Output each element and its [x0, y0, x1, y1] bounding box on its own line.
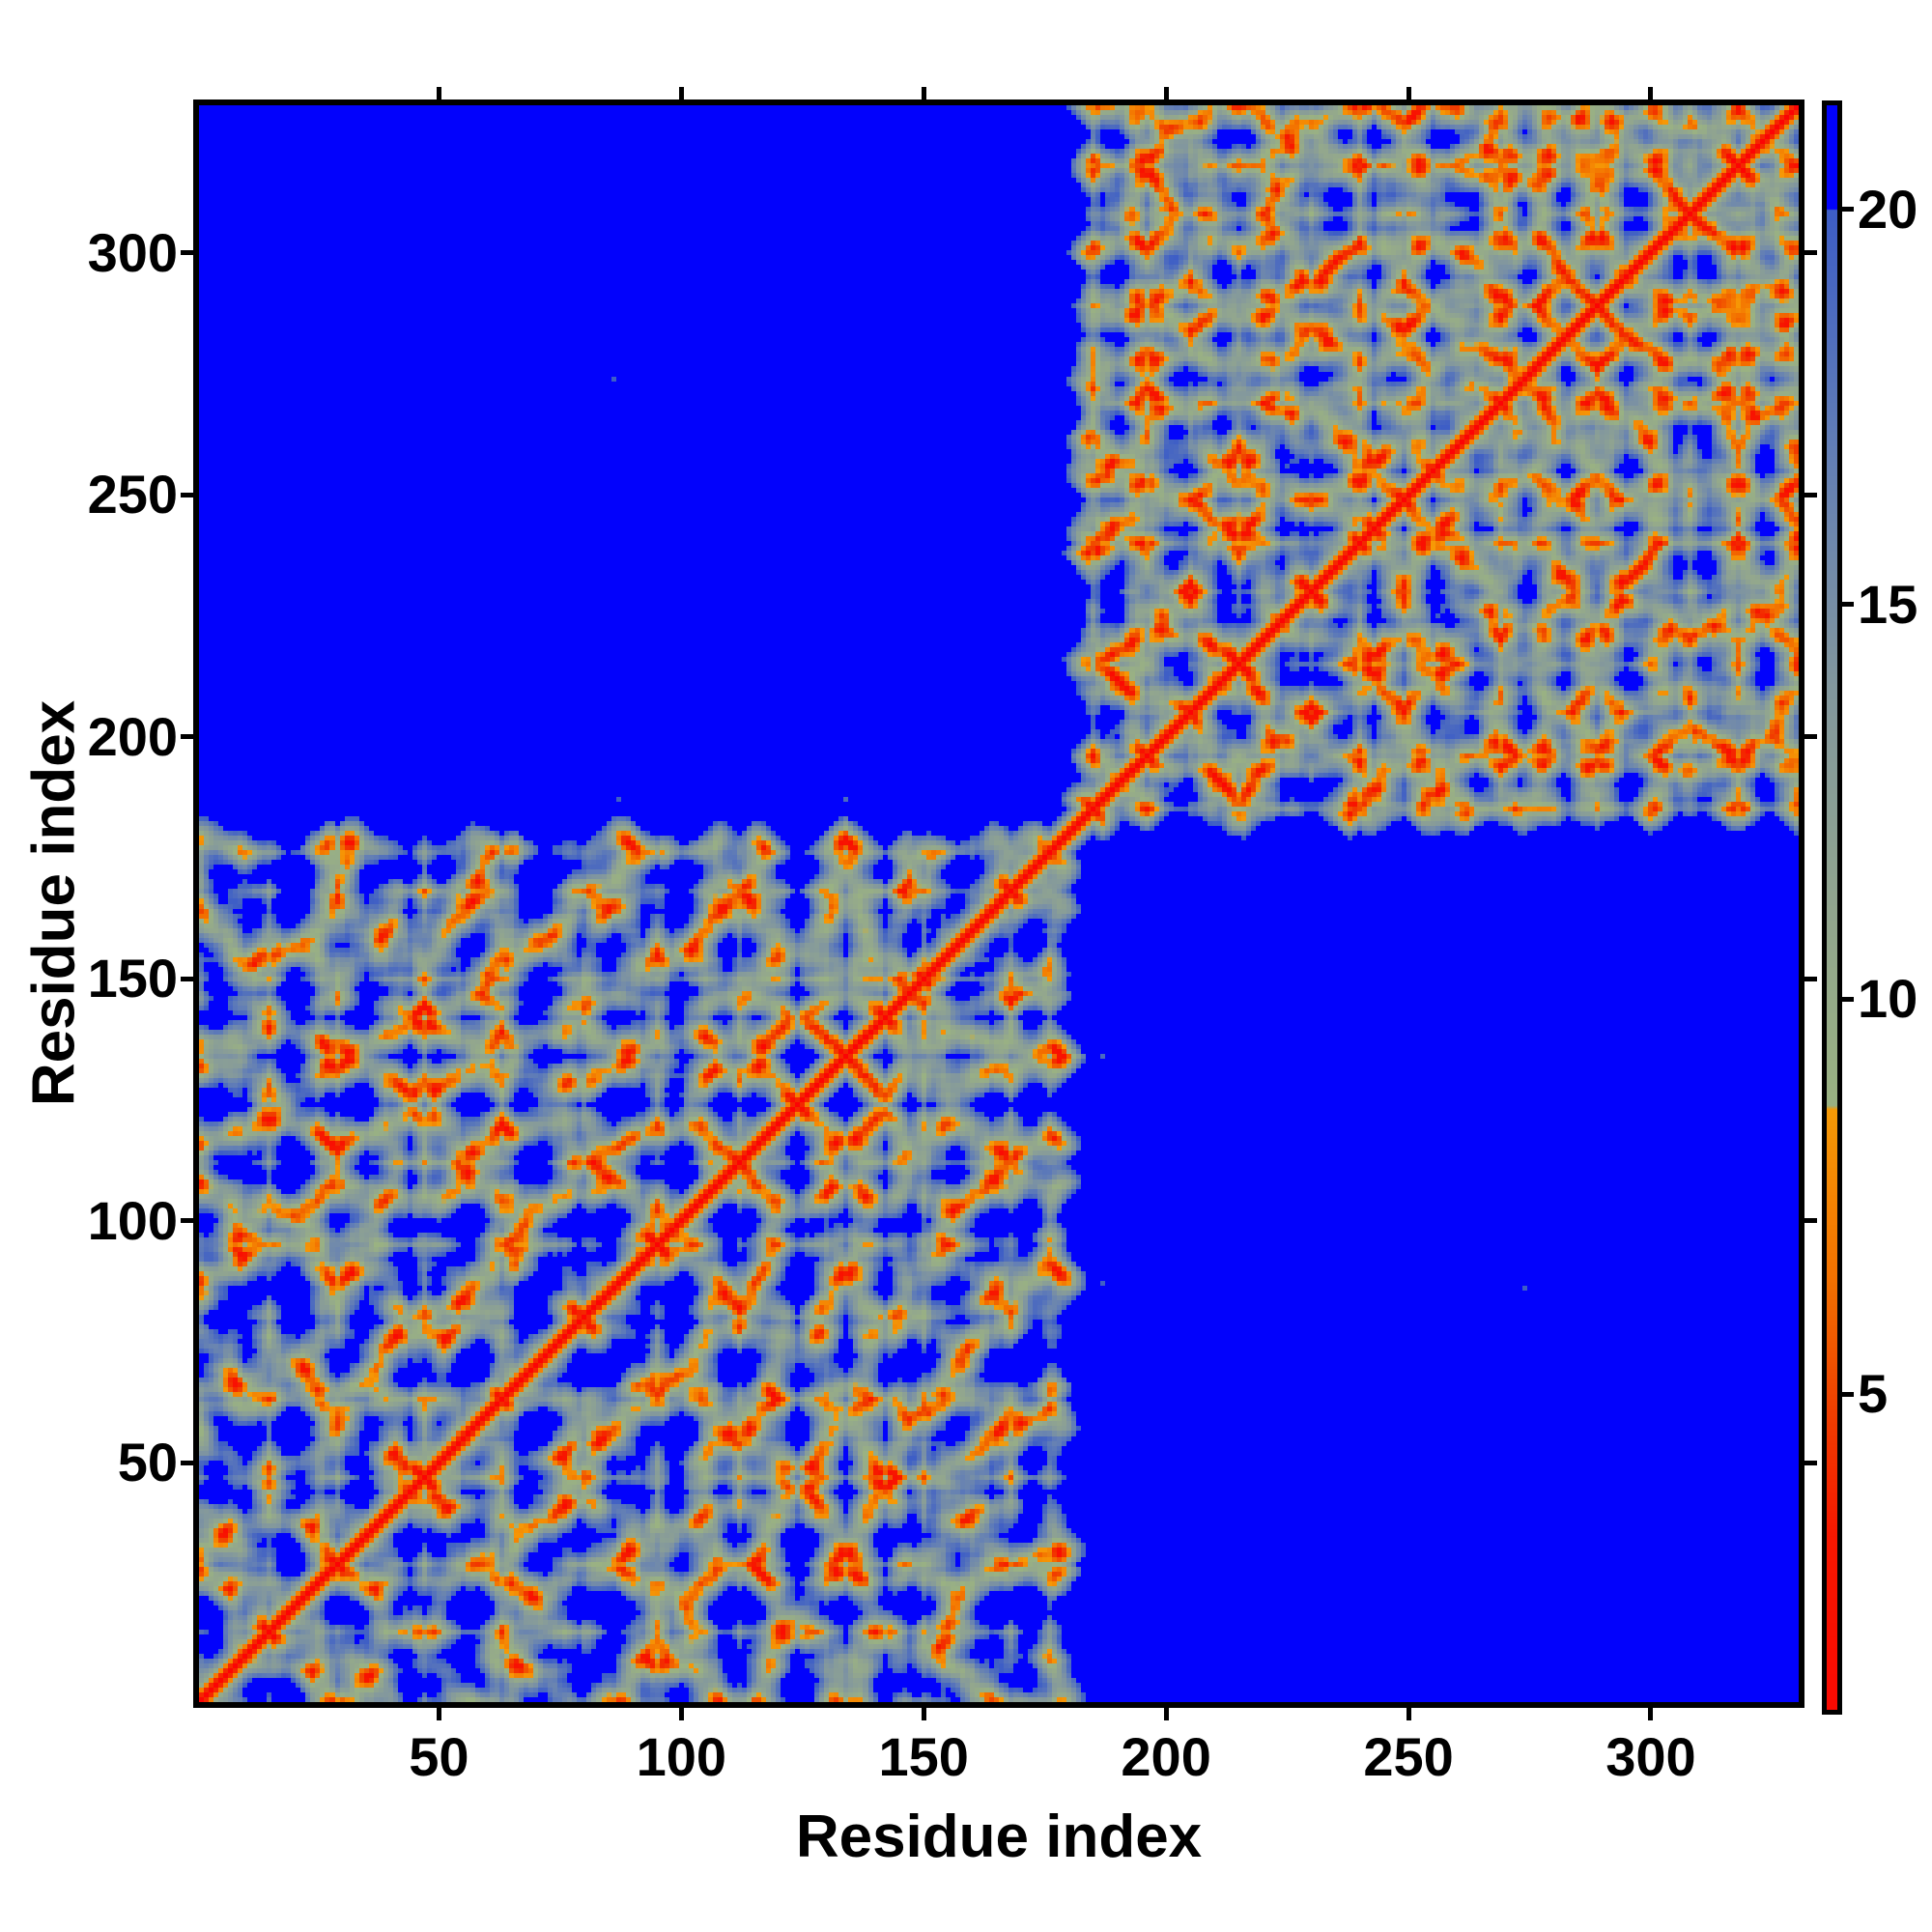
- y-tick-label: 250: [87, 464, 178, 526]
- x-tick: [1648, 1708, 1654, 1720]
- x-tick-label: 50: [409, 1726, 469, 1787]
- x-tick: [436, 1708, 441, 1720]
- distance-matrix-heatmap: [199, 105, 1799, 1702]
- y-tick-right: [1804, 1218, 1817, 1224]
- x-tick-top: [1648, 87, 1654, 99]
- y-tick-label: 50: [117, 1432, 178, 1493]
- x-tick-label: 300: [1605, 1726, 1696, 1787]
- colorbar-tick: [1842, 602, 1854, 608]
- x-tick: [921, 1708, 926, 1720]
- y-tick-right: [1804, 250, 1817, 256]
- y-tick-label: 200: [87, 705, 178, 767]
- colorbar-tick: [1842, 207, 1854, 213]
- y-tick-right: [1804, 492, 1817, 497]
- x-tick: [1163, 1708, 1169, 1720]
- y-tick-label: 150: [87, 948, 178, 1009]
- y-tick: [181, 250, 193, 256]
- x-tick: [1406, 1708, 1411, 1720]
- colorbar-tick: [1842, 1391, 1854, 1397]
- heatmap-plot-area: [193, 99, 1804, 1708]
- y-tick: [181, 1460, 193, 1465]
- x-tick-label: 200: [1121, 1726, 1211, 1787]
- x-tick-top: [1406, 87, 1411, 99]
- x-tick-top: [678, 87, 684, 99]
- y-tick-right: [1804, 1460, 1817, 1465]
- y-tick: [181, 1218, 193, 1224]
- x-tick-top: [1163, 87, 1169, 99]
- colorbar-tick-label: 10: [1858, 968, 1918, 1030]
- colorbar-tick-label: 15: [1858, 573, 1918, 635]
- y-tick-right: [1804, 976, 1817, 981]
- colorbar: [1822, 100, 1842, 1715]
- colorbar-tick-label: 20: [1858, 178, 1918, 240]
- colorbar-canvas: [1827, 105, 1837, 1710]
- y-tick: [181, 976, 193, 981]
- y-tick: [181, 734, 193, 740]
- y-tick: [181, 492, 193, 497]
- x-tick-label: 150: [878, 1726, 969, 1787]
- x-tick-top: [921, 87, 926, 99]
- colorbar-tick-label: 5: [1858, 1363, 1889, 1425]
- x-tick-label: 250: [1363, 1726, 1454, 1787]
- x-axis-label: Residue index: [795, 1804, 1203, 1870]
- colorbar-tick: [1842, 996, 1854, 1002]
- y-tick-right: [1804, 734, 1817, 740]
- x-tick-label: 100: [636, 1726, 727, 1787]
- x-tick-top: [436, 87, 441, 99]
- y-tick-label: 300: [87, 221, 178, 283]
- x-tick: [678, 1708, 684, 1720]
- y-tick-label: 100: [87, 1189, 178, 1251]
